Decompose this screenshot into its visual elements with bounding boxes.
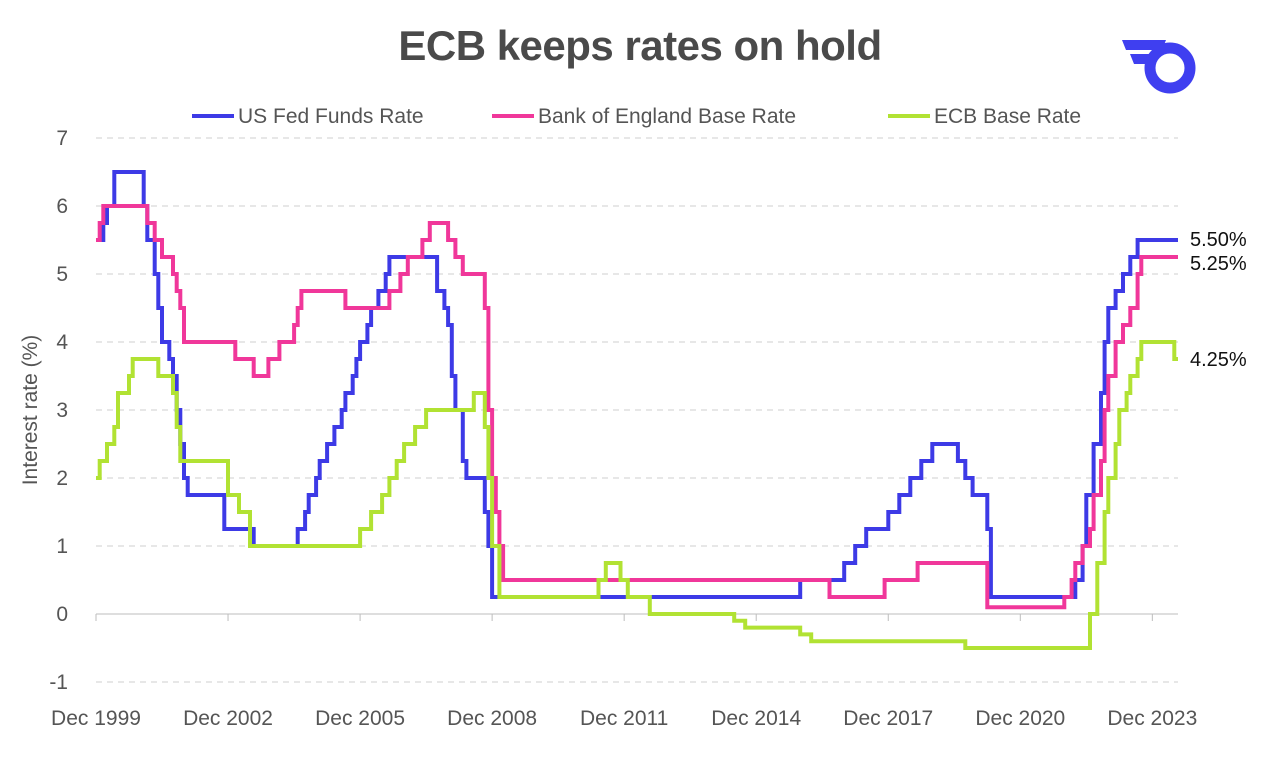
y-tick-label: 6 (56, 195, 68, 218)
series-line (96, 340, 1178, 650)
brand-logo-icon (1122, 40, 1196, 94)
y-tick-label: 0 (56, 603, 68, 626)
legend-label: Bank of England Base Rate (538, 105, 796, 128)
series-line (96, 204, 1178, 610)
x-tick-label: Dec 2017 (843, 707, 933, 730)
chart-title: ECB keeps rates on hold (398, 22, 882, 69)
x-tick-label: Dec 1999 (51, 707, 141, 730)
y-tick-label: -1 (49, 671, 68, 694)
x-tick-label: Dec 2014 (711, 707, 801, 730)
x-tick-label: Dec 2011 (580, 707, 668, 730)
legend: US Fed Funds Rate Bank of England Base Ra… (192, 105, 1081, 128)
end-labels: 5.50%5.25% 4.25% (1190, 229, 1247, 371)
gridlines (96, 137, 1178, 683)
x-tick-label: Dec 2008 (447, 707, 537, 730)
x-tick-label: Dec 2002 (183, 707, 273, 730)
x-tick-label: Dec 2005 (315, 707, 405, 730)
end-value-label: 4.25% (1190, 349, 1247, 371)
y-tick-label: 3 (56, 399, 68, 422)
y-tick-label: 5 (56, 263, 68, 286)
end-value-label: 5.25% (1190, 253, 1247, 275)
y-axis-ticks: -1 0 1 2 3 4 5 6 7 (49, 127, 68, 694)
x-tick-label: Dec 2023 (1107, 707, 1197, 730)
series-lines (96, 170, 1178, 650)
series-line (96, 170, 1178, 599)
x-axis-ticks: Dec 1999 Dec 2002 Dec 2005 Dec 2008 Dec 2011… (51, 614, 1197, 730)
x-tick-label: Dec 2020 (975, 707, 1065, 730)
end-value-label: 5.50% (1190, 229, 1247, 251)
y-axis-label: Interest rate (%) (19, 335, 42, 486)
y-tick-label: 4 (56, 331, 68, 354)
y-tick-label: 2 (56, 467, 68, 490)
legend-label: US Fed Funds Rate (238, 105, 424, 128)
y-tick-label: 1 (56, 535, 68, 558)
legend-label: ECB Base Rate (934, 105, 1081, 128)
y-tick-label: 7 (56, 127, 68, 150)
